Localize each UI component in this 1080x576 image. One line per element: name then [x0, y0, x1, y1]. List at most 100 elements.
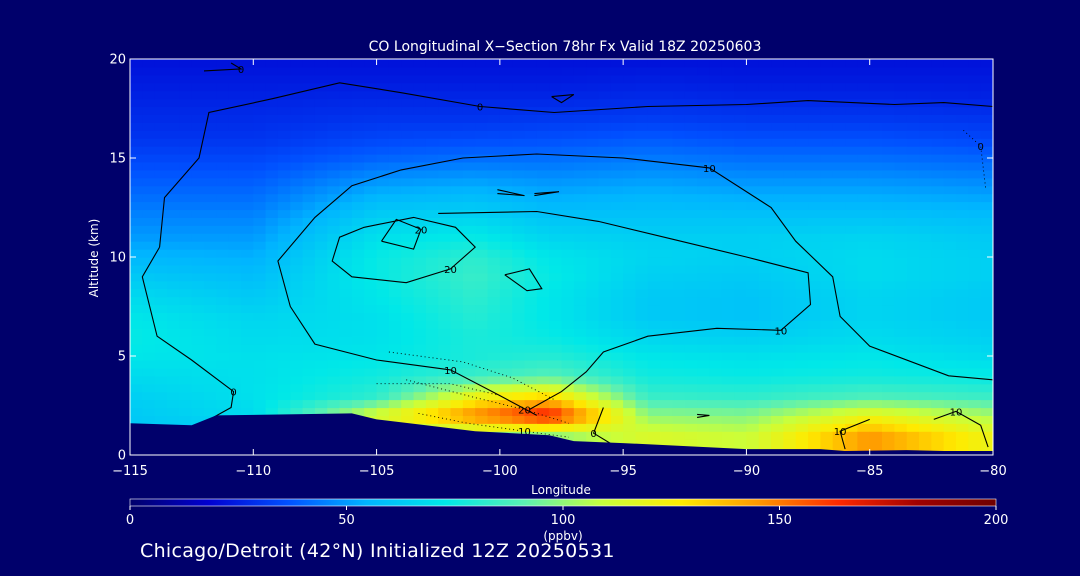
heat-cell [684, 146, 698, 155]
heat-cell [598, 415, 612, 424]
heat-cell [709, 360, 723, 369]
heat-cell [475, 233, 489, 242]
heat-cell [401, 241, 415, 250]
heat-cell [931, 209, 945, 218]
heat-cell [536, 154, 550, 163]
heat-cell [857, 272, 871, 282]
heat-cell [808, 146, 821, 155]
heat-cell [586, 296, 600, 306]
heat-cell [721, 185, 735, 195]
heat-cell [647, 162, 661, 171]
heat-cell [524, 217, 538, 226]
heat-cell [204, 59, 217, 68]
x-tick-label: −105 [359, 464, 395, 479]
heat-cell [647, 383, 661, 393]
heat-cell [204, 98, 217, 108]
heat-cell [894, 225, 908, 234]
heat-cell [968, 177, 982, 187]
heat-cell [339, 193, 353, 203]
heat-cell [413, 328, 427, 337]
heat-cell [339, 312, 353, 321]
heat-cell [450, 328, 464, 337]
heat-cell [487, 138, 501, 147]
heat-cell [130, 272, 143, 282]
heat-cell [524, 138, 538, 147]
heat-cell [327, 272, 341, 282]
heat-cell [462, 312, 476, 321]
heat-cell [290, 233, 304, 242]
heat-cell [746, 154, 760, 163]
heat-cell [413, 367, 427, 377]
heat-cell [808, 90, 821, 100]
heat-cell [709, 391, 723, 401]
heat-cell [968, 280, 982, 290]
heat-cell [130, 98, 143, 108]
heat-cell [709, 177, 723, 187]
heat-cell [290, 169, 304, 179]
heat-cell [499, 241, 513, 250]
heat-cell [524, 336, 538, 345]
heat-cell [906, 249, 920, 258]
heat-cell [142, 154, 156, 163]
heat-cell [130, 130, 143, 139]
heat-cell [191, 344, 205, 353]
heat-cell [376, 114, 390, 123]
heat-cell [647, 431, 661, 440]
heat-cell [980, 225, 993, 234]
heat-cell [684, 138, 698, 147]
heat-cell [684, 193, 698, 203]
heat-cell [179, 375, 193, 385]
heat-cell [413, 193, 427, 203]
heat-cell [302, 375, 316, 385]
heat-cell [808, 304, 821, 313]
heat-cell [462, 272, 476, 282]
heat-cell [647, 367, 661, 377]
heat-cell [241, 264, 254, 274]
heat-cell [425, 209, 439, 218]
heat-cell [672, 59, 686, 68]
heat-cell [894, 217, 908, 226]
heat-cell [672, 106, 686, 115]
heat-cell [906, 264, 920, 274]
heat-cell [450, 193, 464, 203]
heat-cell [130, 407, 143, 416]
heat-cell [142, 312, 156, 321]
heat-cell [401, 383, 415, 393]
heat-cell [956, 391, 969, 401]
heat-cell [795, 209, 809, 218]
heat-cell [771, 344, 784, 353]
heat-cell [549, 66, 563, 76]
heat-cell [462, 233, 476, 242]
heat-cell [598, 375, 612, 385]
heat-cell [586, 415, 600, 424]
heat-cell [610, 201, 624, 211]
heat-cell [191, 312, 205, 321]
heat-cell [339, 352, 353, 361]
heat-cell [635, 209, 649, 218]
heat-cell [536, 320, 550, 329]
heat-cell [450, 415, 464, 424]
heat-cell [635, 336, 649, 345]
heat-cell [364, 383, 378, 393]
heat-cell [598, 169, 612, 179]
heat-cell [931, 201, 945, 211]
heat-cell [167, 383, 180, 393]
heat-cell [783, 177, 797, 187]
heat-cell [179, 399, 193, 409]
heat-cell [598, 280, 612, 290]
heat-cell [327, 209, 341, 218]
heat-cell [277, 193, 291, 203]
heat-cell [968, 407, 982, 416]
heat-cell [191, 162, 205, 171]
heat-cell [771, 375, 784, 385]
heat-cell [919, 193, 932, 203]
heat-cell [697, 162, 710, 171]
heat-cell [943, 66, 957, 76]
heat-cell [635, 98, 649, 108]
heat-cell [758, 146, 772, 155]
heat-cell [931, 146, 945, 155]
heat-cell [808, 296, 821, 306]
heat-cell [734, 249, 747, 258]
heat-cell [413, 280, 427, 290]
heat-cell [882, 407, 895, 416]
